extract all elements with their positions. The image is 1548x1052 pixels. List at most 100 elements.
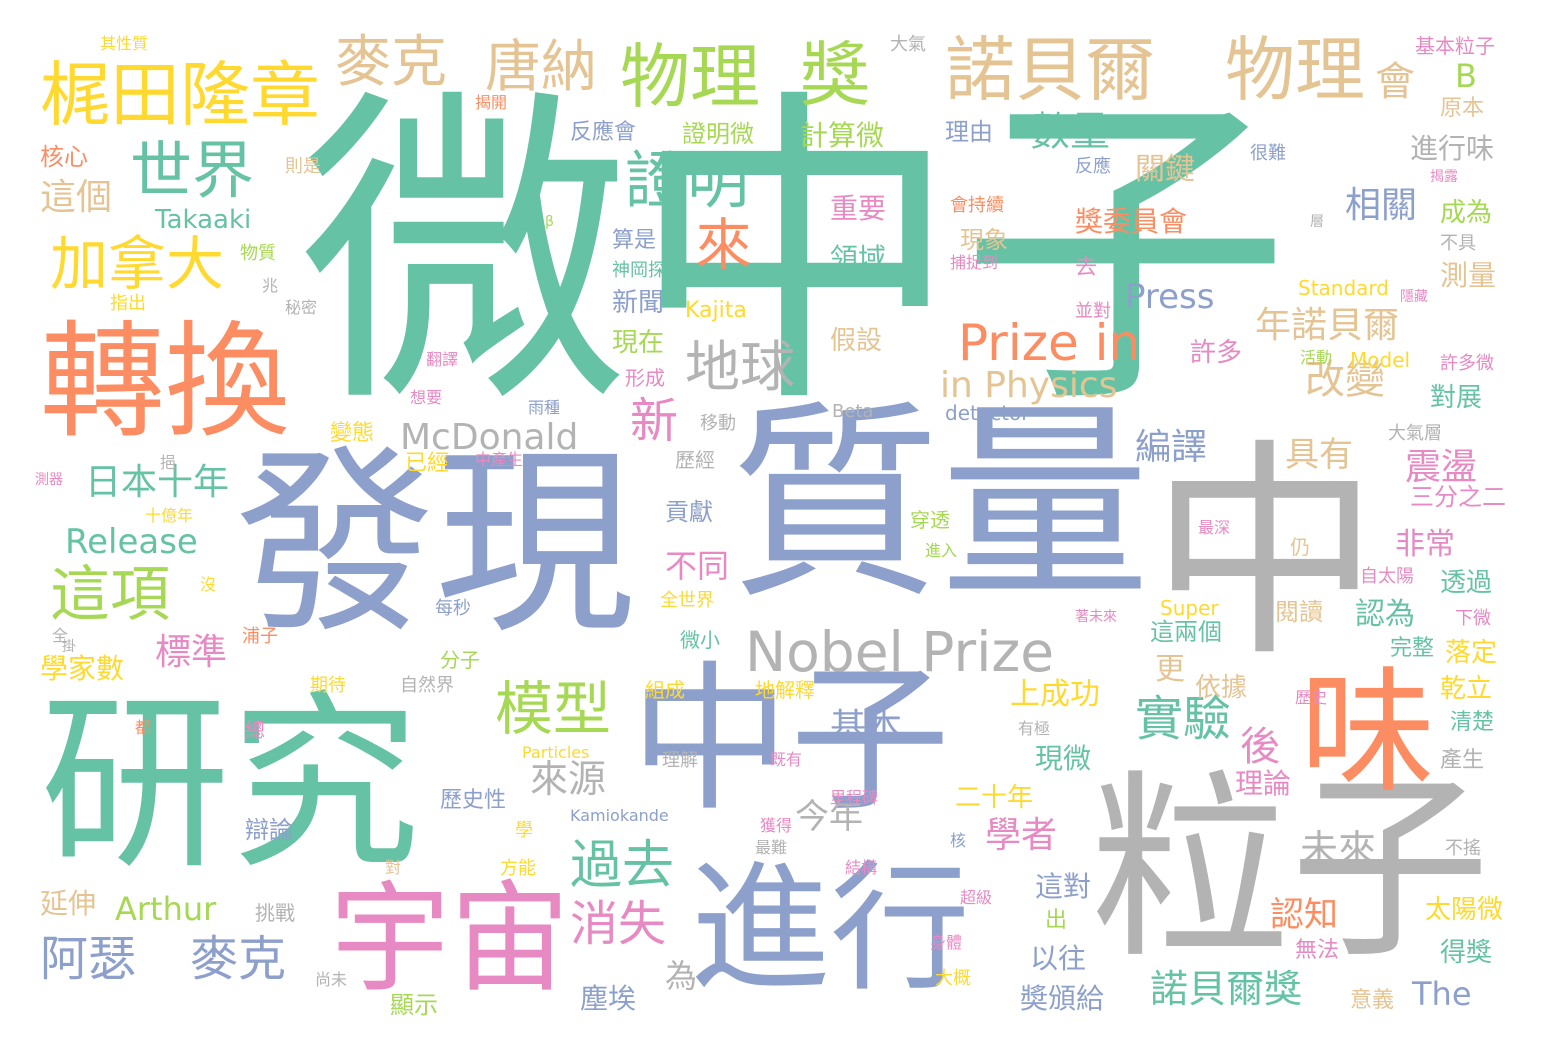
word-prize-in: Prize in bbox=[958, 314, 1141, 372]
word-small-134: 認為 bbox=[1355, 597, 1415, 632]
word-small-90: 對 bbox=[385, 858, 402, 877]
word-small-50: 進入 bbox=[925, 541, 958, 560]
word-small-107: 不具 bbox=[1440, 233, 1476, 254]
word-conversion: 轉換 bbox=[40, 310, 290, 455]
word-small-100: 顯示 bbox=[390, 991, 438, 1019]
word-flavor: 味 bbox=[1300, 654, 1435, 811]
word-in-physics: in Physics bbox=[940, 365, 1118, 406]
word-the: The bbox=[1412, 975, 1472, 1013]
word-small-116: Super bbox=[1160, 596, 1219, 620]
word-this-item: 這項 bbox=[50, 560, 170, 630]
word-small-131: 對展 bbox=[1430, 383, 1483, 413]
word-small-105: 意義 bbox=[1350, 988, 1395, 1013]
word-source: 來源 bbox=[530, 757, 607, 801]
word-nobel: 諾貝爾 bbox=[945, 29, 1155, 111]
word-small-18: 成為 bbox=[1440, 198, 1493, 228]
word-small-106: 原本 bbox=[1440, 96, 1485, 121]
word-small-52: 標準 bbox=[155, 632, 228, 673]
word-mass: 質量 bbox=[730, 382, 1151, 627]
word-small-87: 核 bbox=[950, 831, 967, 850]
word-small-30: 假設 bbox=[830, 326, 883, 356]
word-prove: 證明 bbox=[625, 144, 750, 217]
word-vanish: 消失 bbox=[570, 896, 667, 952]
word-year-nobel: 年諾貝爾 bbox=[1255, 305, 1400, 346]
word-small-102: 以往 bbox=[1030, 942, 1087, 975]
word-quantity: 數量 bbox=[1030, 109, 1110, 155]
word-future: 未來 bbox=[1300, 827, 1377, 871]
word-small-41: 移動 bbox=[700, 413, 736, 434]
word-scholar: 學者 bbox=[985, 815, 1058, 856]
word-small-77: Particles bbox=[522, 743, 590, 762]
word-small-69: 地解釋 bbox=[755, 678, 815, 702]
word-small-91: 方能 bbox=[500, 858, 536, 879]
word-small-80: 現微 bbox=[1035, 742, 1092, 775]
word-small-2: 大氣 bbox=[890, 34, 926, 55]
word-small-49: 最深 bbox=[1198, 518, 1231, 537]
word-lai: 來 bbox=[686, 215, 751, 271]
word-small-16: 會持續 bbox=[950, 195, 1004, 216]
word-have: 具有 bbox=[1285, 435, 1353, 475]
word-small-19: 領域 bbox=[830, 242, 887, 275]
word-small-54: 每秒 bbox=[435, 598, 471, 619]
word-small-136: 不搖 bbox=[1445, 838, 1481, 859]
word-translate: 編譯 bbox=[1135, 427, 1208, 468]
word-small-10: 證明微 bbox=[682, 120, 754, 148]
word-new: 新 bbox=[621, 395, 677, 443]
word-small-133: 非常 bbox=[1395, 527, 1455, 562]
word-release: Release bbox=[65, 522, 198, 562]
word-small-110: 層 bbox=[1310, 214, 1324, 230]
word-small-25: Kajita bbox=[685, 298, 747, 323]
word-small-121: Kamiokande bbox=[570, 806, 669, 825]
word-small-86: 二十年 bbox=[955, 783, 1034, 813]
word-small-104: 為 bbox=[665, 957, 698, 995]
word-small-23: Standard bbox=[1298, 276, 1389, 300]
word-small-138: 算是 bbox=[612, 228, 657, 253]
word-small-66: 自然界 bbox=[400, 675, 454, 696]
word-world: 世界 bbox=[130, 134, 255, 207]
word-small-82: 產生 bbox=[1440, 748, 1485, 773]
word-small-34: Beta bbox=[832, 401, 874, 422]
word-small-70: 上成功 bbox=[1010, 677, 1100, 712]
word-small-128: 挹 bbox=[160, 453, 177, 472]
word-small-78: 理解 bbox=[662, 750, 698, 771]
word-discovery: 發現 bbox=[235, 428, 636, 661]
word-small-64: 分子 bbox=[440, 648, 480, 672]
word-small-45: 已經 bbox=[405, 451, 450, 476]
word-small-58: 下微 bbox=[1455, 608, 1491, 629]
word-this-year: 今年 bbox=[795, 797, 863, 837]
word-small-33: 形成 bbox=[625, 366, 665, 390]
word-small-14: 很難 bbox=[1250, 143, 1286, 164]
word-related: 相關 bbox=[1345, 185, 1418, 226]
word-small-114: 兆 bbox=[262, 276, 279, 295]
word-small-24: 新聞 bbox=[612, 288, 665, 318]
word-arthur-cn: 阿瑟 bbox=[40, 931, 137, 987]
word-small-60: 落定 bbox=[1445, 638, 1498, 668]
word-small-84: 歷史性 bbox=[440, 788, 507, 813]
word-small-35: detector bbox=[945, 401, 1030, 425]
word-small-127: 測器 bbox=[35, 472, 63, 488]
word-nobel-prize-en: Nobel Prize bbox=[745, 620, 1055, 684]
word-small-95: 這對 bbox=[1035, 870, 1092, 903]
word-small-11: 計算微 bbox=[800, 119, 885, 152]
word-oscillation: 震盪 bbox=[1405, 447, 1478, 488]
word-small-38: 許多微 bbox=[1440, 353, 1494, 374]
word-model: 模型 bbox=[495, 675, 612, 743]
word-small-44: 中產生 bbox=[475, 450, 524, 469]
word-small-125: 塵埃 bbox=[580, 982, 637, 1015]
word-small-8: Takaaki bbox=[155, 205, 252, 235]
word-small-96: 出 bbox=[1045, 908, 1068, 933]
word-mike: 麥克 bbox=[335, 30, 447, 95]
word-small-135: 關鍵 bbox=[1135, 152, 1195, 187]
word-small-109: 進行味 bbox=[1410, 132, 1495, 165]
word-small-12: 理由 bbox=[945, 118, 993, 146]
word-small-93: 大概 bbox=[935, 968, 971, 989]
word-small-119: 都 bbox=[135, 718, 152, 737]
word-small-83: 辯論 bbox=[245, 816, 293, 844]
word-small-40: 雨種 bbox=[528, 398, 561, 417]
word-kajita-cn: 梶田隆章 bbox=[40, 54, 320, 136]
word-prize: 獎 bbox=[800, 34, 870, 116]
word-small-72: 乾立 bbox=[1440, 674, 1493, 704]
word-small-36: 活動 bbox=[1300, 348, 1333, 367]
word-small-75: 有極 bbox=[1018, 719, 1051, 738]
